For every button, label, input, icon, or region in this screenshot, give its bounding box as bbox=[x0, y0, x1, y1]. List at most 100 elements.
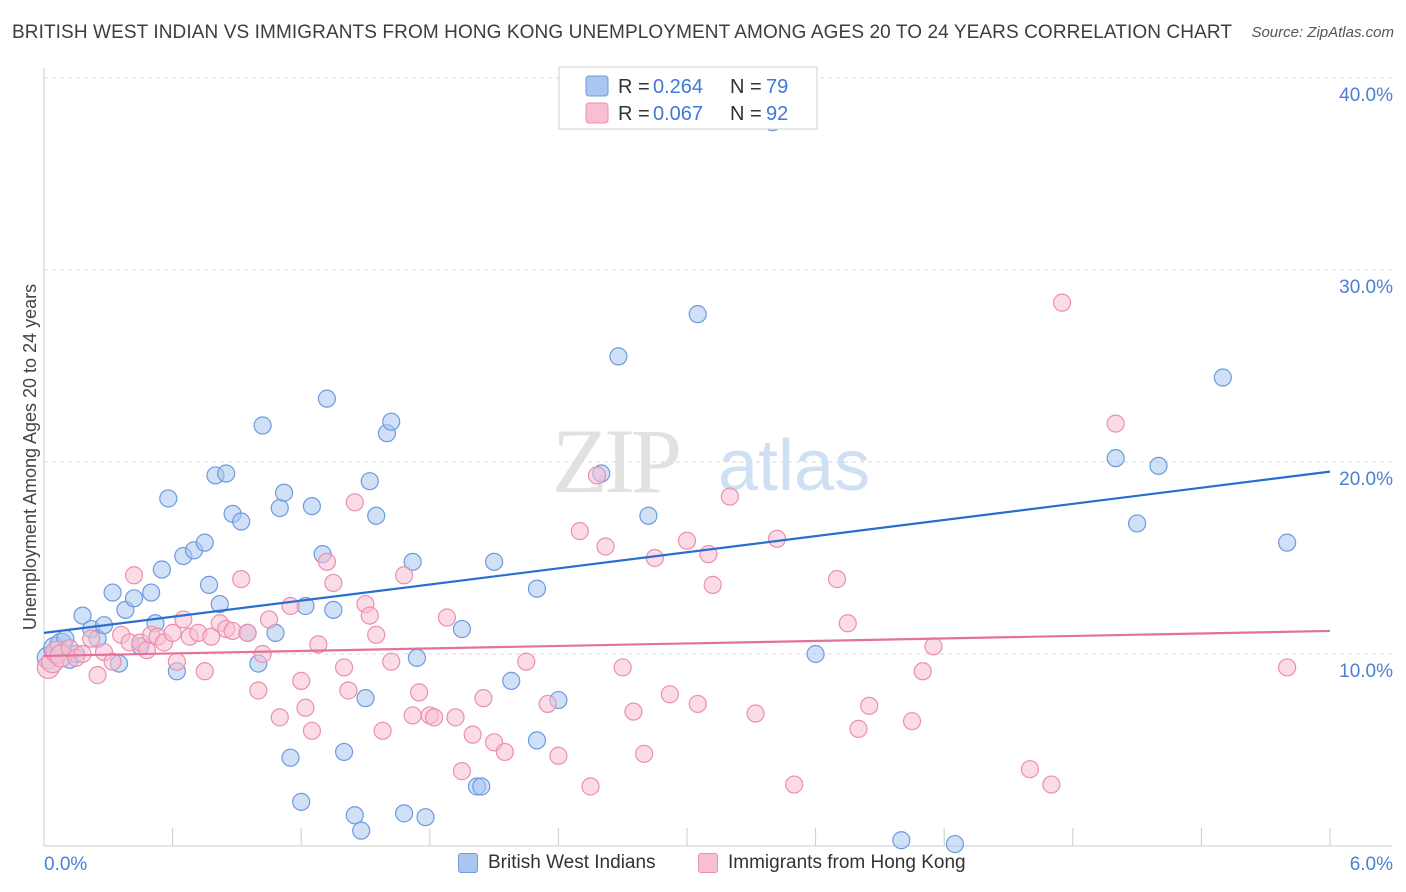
point-hk-32 bbox=[253, 644, 272, 664]
y-tick-label-2: 30.0% bbox=[1339, 277, 1393, 298]
point-hk-86 bbox=[902, 712, 922, 731]
y-tick-label-1: 20.0% bbox=[1339, 469, 1393, 490]
point-hk-93 bbox=[1278, 658, 1297, 677]
point-hk-29 bbox=[232, 570, 251, 589]
point-hk-42 bbox=[334, 658, 354, 677]
point-bwi-68 bbox=[892, 831, 911, 850]
point-hk-69 bbox=[613, 658, 632, 677]
point-bwi-25 bbox=[210, 594, 229, 614]
point-hk-84 bbox=[849, 719, 868, 738]
point-hk-79 bbox=[746, 704, 765, 723]
point-hk-57 bbox=[452, 762, 472, 781]
legend-n-label-1: N = bbox=[730, 76, 762, 98]
point-hk-33 bbox=[259, 610, 279, 629]
point-hk-56 bbox=[446, 708, 465, 727]
point-hk-88 bbox=[924, 637, 943, 656]
tick-labels: 10.0% 20.0% 30.0% 40.0% 0.0% 6.0% bbox=[44, 85, 1393, 875]
point-bwi-17 bbox=[152, 560, 171, 579]
point-bwi-15 bbox=[142, 583, 161, 602]
watermark-zip: ZIP bbox=[552, 410, 679, 512]
point-hk-41 bbox=[324, 573, 343, 593]
point-hk-44 bbox=[345, 493, 364, 512]
point-hk-67 bbox=[587, 466, 607, 485]
point-hk-55 bbox=[437, 608, 457, 627]
trend-lines bbox=[43, 470, 1331, 658]
legend-swatch-pink bbox=[585, 102, 609, 124]
point-hk-62 bbox=[517, 652, 536, 671]
point-bwi-28 bbox=[232, 512, 251, 531]
bottom-legend-item-blue: British West Indians bbox=[458, 852, 656, 874]
point-bwi-6 bbox=[73, 606, 92, 625]
point-bwi-51 bbox=[403, 552, 422, 571]
point-hk-34 bbox=[270, 708, 289, 727]
point-hk-40 bbox=[317, 552, 337, 571]
point-hk-20 bbox=[167, 652, 186, 671]
point-hk-92 bbox=[1106, 414, 1125, 433]
trend-line-bwi bbox=[43, 470, 1331, 634]
point-hk-82 bbox=[827, 570, 847, 589]
watermark: ZIP atlas bbox=[552, 410, 870, 512]
legend-r-value-1: 0.264 bbox=[653, 76, 703, 98]
point-bwi-47 bbox=[367, 506, 386, 525]
point-hk-10 bbox=[103, 652, 122, 671]
point-bwi-13 bbox=[124, 589, 144, 608]
point-hk-31 bbox=[249, 681, 268, 700]
point-hk-77 bbox=[703, 575, 722, 594]
point-hk-49 bbox=[382, 652, 401, 671]
point-hk-8 bbox=[88, 666, 107, 685]
point-bwi-18 bbox=[159, 489, 178, 508]
trend-line-hk bbox=[43, 629, 1331, 658]
point-hk-47 bbox=[367, 625, 386, 644]
point-hk-66 bbox=[581, 777, 600, 796]
point-hk-58 bbox=[463, 725, 482, 744]
point-hk-39 bbox=[309, 635, 328, 654]
y-axis-label: Unemployment Among Ages 20 to 24 years bbox=[20, 284, 40, 630]
point-bwi-49 bbox=[382, 412, 401, 431]
point-hk-83 bbox=[838, 614, 857, 633]
point-bwi-31 bbox=[253, 416, 272, 435]
legend-n-label-2: N = bbox=[730, 103, 762, 125]
axes bbox=[43, 68, 1392, 847]
point-hk-19 bbox=[163, 623, 182, 642]
point-bwi-22 bbox=[195, 533, 214, 552]
point-bwi-44 bbox=[352, 821, 371, 840]
point-hk-28 bbox=[223, 621, 242, 641]
x-tick-label-min: 0.0% bbox=[44, 854, 87, 875]
point-bwi-72 bbox=[1149, 456, 1168, 475]
point-bwi-52 bbox=[407, 648, 427, 667]
point-hk-63 bbox=[538, 694, 557, 714]
bottom-legend-swatch-blue bbox=[458, 853, 478, 873]
point-hk-71 bbox=[635, 744, 654, 763]
point-bwi-74 bbox=[1278, 533, 1297, 552]
bottom-legend-swatch-pink bbox=[698, 853, 718, 873]
point-hk-70 bbox=[624, 702, 643, 721]
point-bwi-59 bbox=[527, 579, 547, 598]
point-hk-91 bbox=[1052, 293, 1072, 312]
point-hk-30 bbox=[238, 623, 257, 642]
point-bwi-10 bbox=[103, 583, 122, 602]
point-hk-21 bbox=[174, 610, 193, 629]
point-bwi-50 bbox=[394, 804, 414, 823]
chart-title: BRITISH WEST INDIAN VS IMMIGRANTS FROM H… bbox=[12, 22, 1233, 43]
legend-n-value-2: 92 bbox=[766, 103, 788, 125]
point-hk-81 bbox=[785, 775, 804, 794]
point-hk-52 bbox=[409, 683, 429, 702]
point-hk-46 bbox=[360, 606, 379, 625]
point-bwi-64 bbox=[639, 506, 658, 525]
point-hk-38 bbox=[302, 721, 322, 740]
point-hk-90 bbox=[1042, 775, 1061, 794]
point-hk-13 bbox=[124, 566, 144, 585]
point-bwi-33 bbox=[270, 498, 289, 518]
point-hk-48 bbox=[373, 721, 392, 740]
point-bwi-57 bbox=[485, 552, 504, 571]
point-hk-7 bbox=[82, 629, 101, 648]
point-bwi-23 bbox=[199, 575, 219, 594]
point-hk-68 bbox=[596, 537, 615, 556]
point-bwi-56 bbox=[472, 777, 491, 796]
point-hk-54 bbox=[424, 708, 444, 727]
point-hk-78 bbox=[720, 487, 739, 506]
point-bwi-36 bbox=[292, 792, 311, 811]
point-hk-25 bbox=[202, 627, 221, 646]
point-bwi-35 bbox=[281, 748, 300, 767]
point-bwi-69 bbox=[945, 834, 965, 854]
